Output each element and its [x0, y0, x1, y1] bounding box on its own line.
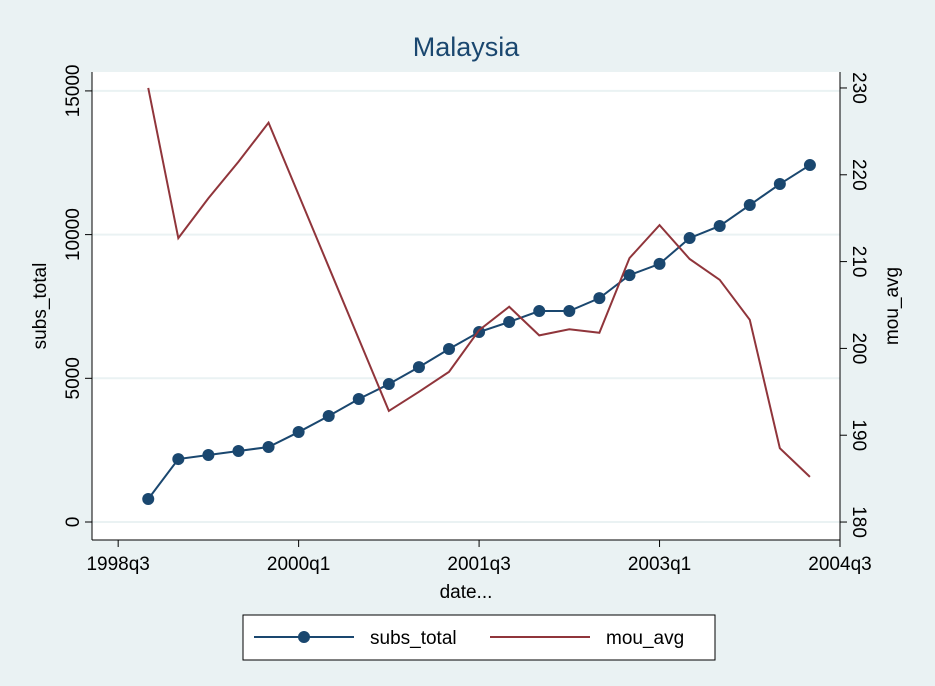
- chart-title: Malaysia: [413, 32, 521, 62]
- marker: [713, 219, 726, 232]
- y-tick-label: 10000: [63, 208, 84, 261]
- y2-tick-label: 230: [848, 72, 869, 104]
- marker: [623, 269, 636, 282]
- marker: [142, 493, 155, 506]
- series-line: [147, 87, 811, 478]
- marker: [352, 393, 365, 406]
- x-tick-label: 2003q1: [628, 554, 691, 575]
- legend-label: mou_avg: [606, 628, 684, 649]
- y-tick-label: 0: [63, 517, 84, 528]
- y2-tick-label: 220: [848, 159, 869, 191]
- marker: [803, 159, 816, 172]
- marker: [202, 449, 215, 462]
- x-tick-label: 2001q3: [447, 554, 510, 575]
- legend-label: subs_total: [370, 628, 457, 649]
- y2-tick-label: 200: [848, 333, 869, 365]
- marker: [443, 342, 456, 355]
- y-tick-label: 15000: [63, 64, 84, 117]
- marker: [322, 409, 335, 422]
- marker: [503, 315, 516, 328]
- legend-marker: [298, 631, 310, 643]
- y2-tick-label: 190: [848, 419, 869, 451]
- y-tick-label: 5000: [63, 357, 84, 399]
- marker: [382, 378, 395, 391]
- y-axis-title: subs_total: [30, 263, 51, 350]
- marker: [292, 426, 305, 439]
- marker: [683, 232, 696, 245]
- x-axis-title: date...: [440, 582, 493, 603]
- y2-tick-label: 180: [848, 506, 869, 538]
- marker: [743, 199, 756, 212]
- x-tick-label: 1998q3: [86, 554, 149, 575]
- x-tick-label: 2000q1: [267, 554, 330, 575]
- x-tick-label: 2004q3: [808, 554, 871, 575]
- y2-tick-label: 210: [848, 246, 869, 278]
- marker: [412, 361, 425, 374]
- marker: [262, 440, 275, 453]
- marker: [563, 305, 576, 318]
- plot-area: [92, 72, 840, 540]
- y2-axis-title: mou_avg: [882, 267, 903, 345]
- marker: [593, 292, 606, 305]
- marker: [653, 257, 666, 270]
- marker: [232, 445, 245, 458]
- marker: [533, 305, 546, 318]
- marker: [172, 453, 185, 466]
- marker: [773, 178, 786, 191]
